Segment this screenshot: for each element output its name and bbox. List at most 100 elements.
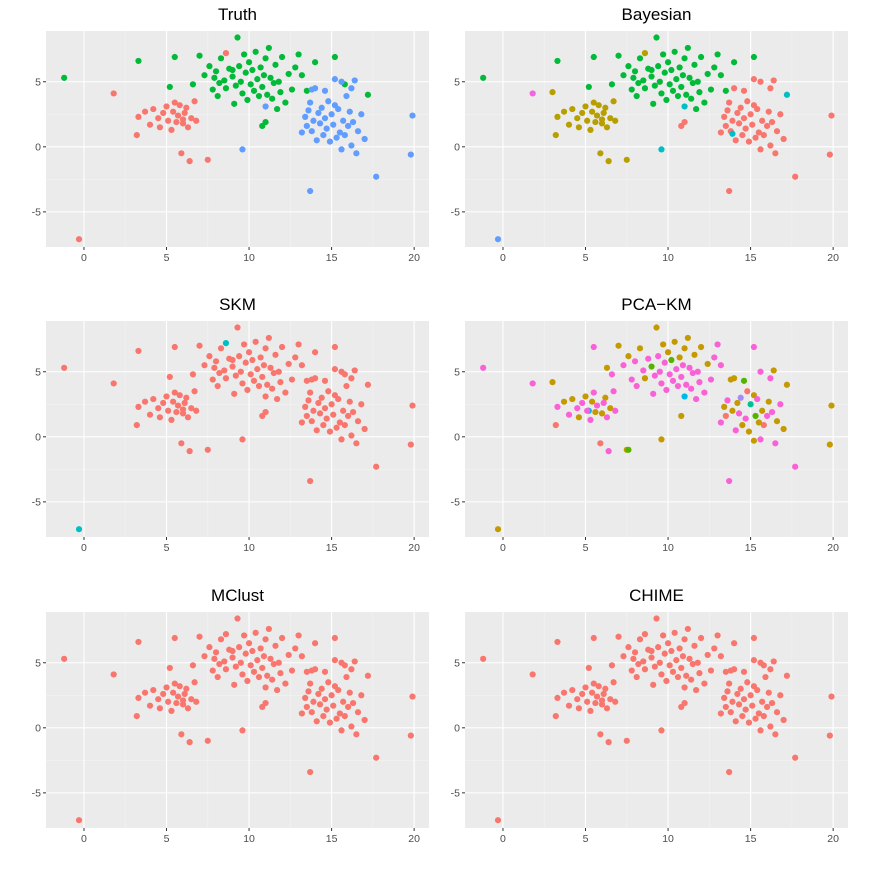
- data-point: [308, 709, 315, 716]
- data-point: [361, 135, 368, 143]
- data-point: [303, 412, 310, 420]
- data-point: [595, 683, 602, 690]
- data-point: [298, 419, 305, 426]
- data-point: [648, 66, 655, 74]
- data-point: [549, 379, 556, 386]
- data-point: [674, 382, 682, 390]
- data-point: [686, 74, 693, 81]
- data-point: [222, 85, 230, 92]
- series-cluster-1: [61, 615, 416, 824]
- data-point: [684, 625, 691, 633]
- data-point: [262, 118, 269, 126]
- data-point: [361, 716, 368, 724]
- data-point: [590, 389, 597, 396]
- data-point: [183, 685, 190, 692]
- data-point: [602, 104, 609, 111]
- data-point: [173, 699, 180, 707]
- data-point: [597, 150, 604, 157]
- data-point: [274, 686, 281, 694]
- data-point: [348, 142, 355, 149]
- data-point: [554, 113, 561, 120]
- data-point: [331, 53, 339, 61]
- data-point: [605, 158, 612, 165]
- data-point: [216, 660, 223, 668]
- data-point: [664, 349, 672, 356]
- data-point: [354, 709, 362, 716]
- x-tick-label: 0: [81, 542, 87, 554]
- series-cluster-4: [747, 401, 754, 408]
- data-point: [674, 673, 682, 681]
- data-point: [765, 108, 772, 115]
- data-point: [229, 647, 236, 655]
- data-point: [242, 650, 249, 657]
- data-point: [764, 703, 771, 711]
- data-point: [222, 50, 230, 57]
- data-point: [750, 634, 758, 642]
- data-point: [693, 105, 700, 113]
- data-point: [717, 129, 724, 136]
- data-point: [582, 393, 589, 400]
- chart-title-chime: CHIME: [629, 586, 684, 605]
- data-point: [681, 636, 688, 643]
- data-point: [754, 686, 761, 694]
- data-point: [373, 463, 380, 470]
- data-point: [232, 663, 239, 670]
- data-point: [241, 632, 248, 639]
- data-point: [189, 81, 197, 88]
- data-point: [237, 368, 244, 375]
- data-point: [292, 64, 299, 71]
- data-point: [826, 732, 833, 739]
- data-point: [711, 64, 718, 71]
- data-point: [343, 382, 350, 390]
- data-point: [174, 402, 182, 409]
- data-point: [640, 367, 647, 374]
- y-tick-label: 5: [454, 658, 460, 670]
- x-tick-label: 20: [408, 252, 420, 264]
- data-point: [135, 694, 142, 701]
- data-point: [183, 104, 190, 111]
- data-point: [61, 655, 68, 662]
- data-point: [262, 684, 269, 691]
- data-point: [308, 418, 315, 425]
- data-point: [285, 651, 292, 659]
- data-point: [409, 402, 416, 409]
- y-tick-label: 0: [454, 723, 460, 735]
- data-point: [313, 427, 320, 434]
- data-point: [628, 667, 635, 674]
- data-point: [529, 380, 536, 387]
- data-point: [696, 379, 703, 386]
- data-point: [156, 705, 164, 712]
- data-point: [191, 388, 198, 395]
- data-point: [658, 90, 665, 97]
- data-point: [345, 703, 352, 711]
- data-point: [323, 706, 330, 713]
- data-point: [597, 731, 604, 738]
- data-point: [260, 72, 268, 79]
- data-point: [358, 111, 365, 118]
- x-tick-label: 5: [583, 833, 589, 845]
- x-tick-label: 5: [583, 542, 589, 554]
- panel-mclust: MClust 0 5 10 15 20 -5 0 5: [32, 586, 429, 845]
- data-point: [641, 50, 649, 57]
- data-point: [554, 638, 561, 646]
- data-point: [193, 407, 200, 414]
- data-point: [598, 116, 606, 123]
- data-point: [170, 108, 177, 115]
- data-point: [676, 64, 683, 71]
- data-point: [717, 362, 724, 369]
- data-point: [765, 689, 772, 696]
- y-tick-label: 0: [35, 432, 41, 444]
- data-point: [704, 651, 711, 659]
- data-point: [681, 55, 688, 62]
- data-point: [267, 74, 274, 81]
- data-point: [135, 403, 142, 410]
- data-point: [135, 638, 142, 646]
- data-point: [732, 718, 739, 725]
- data-point: [236, 644, 243, 651]
- data-point: [321, 115, 329, 122]
- data-point: [335, 686, 342, 694]
- data-point: [335, 105, 342, 113]
- data-point: [239, 380, 246, 387]
- x-tick-label: 5: [164, 252, 170, 264]
- data-point: [722, 703, 729, 711]
